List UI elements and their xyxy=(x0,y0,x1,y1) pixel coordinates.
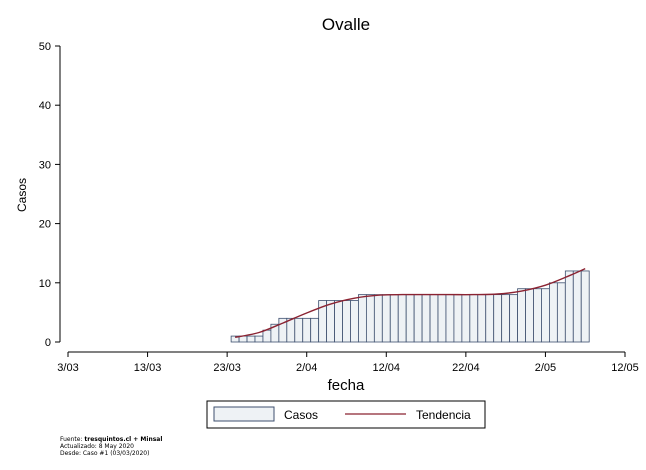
bar xyxy=(326,300,335,343)
chart-title: Ovalle xyxy=(322,15,370,34)
legend-label-tendencia: Tendencia xyxy=(416,408,471,422)
bar xyxy=(381,294,391,343)
x-tick-label: 23/03 xyxy=(213,362,241,374)
x-tick-label: 2/05 xyxy=(535,362,556,374)
bar xyxy=(580,270,590,343)
bar xyxy=(262,329,272,343)
x-tick-label: 2/04 xyxy=(296,362,317,374)
bar xyxy=(572,270,582,343)
bar xyxy=(350,300,359,343)
bar xyxy=(302,317,312,343)
y-tick-label: 50 xyxy=(39,41,51,53)
y-tick-label: 0 xyxy=(45,337,51,349)
y-axis: 0 10 20 30 40 50 xyxy=(39,41,61,349)
bar xyxy=(429,294,439,343)
y-tick-label: 20 xyxy=(39,219,51,231)
bar xyxy=(453,294,463,343)
bar xyxy=(358,294,367,343)
legend-label-casos: Casos xyxy=(284,408,318,422)
bar xyxy=(509,294,518,343)
y-axis-label: Casos xyxy=(15,178,29,212)
bar xyxy=(485,294,495,343)
x-tick-label: 3/03 xyxy=(57,362,78,374)
trend-line xyxy=(234,267,586,338)
bar xyxy=(389,294,399,343)
bar xyxy=(525,288,534,343)
source-note: Fuente: tresquintos.cl + Minsal Actualiz… xyxy=(60,436,162,457)
x-tick-label: 13/03 xyxy=(134,362,162,374)
x-tick-label: 12/05 xyxy=(611,362,639,374)
updated-note: Actualizado: 8 May 2020 xyxy=(60,443,135,450)
bar xyxy=(254,335,264,343)
bar xyxy=(517,288,526,343)
bar xyxy=(397,294,407,343)
bar xyxy=(493,294,503,343)
bar xyxy=(541,288,550,343)
y-tick-label: 30 xyxy=(39,159,51,171)
bar xyxy=(477,294,487,343)
bar xyxy=(294,317,304,343)
bar xyxy=(461,294,471,343)
legend-swatch-casos xyxy=(213,406,275,422)
source-name: tresquintos.cl + Minsal xyxy=(84,436,163,443)
bar xyxy=(501,294,511,343)
bar xyxy=(365,294,375,343)
bar xyxy=(564,270,574,343)
bar xyxy=(533,288,542,343)
x-axis-label: fecha xyxy=(328,377,365,394)
bar xyxy=(334,300,343,343)
trend-line-path xyxy=(234,267,586,338)
bar xyxy=(246,335,256,343)
bar xyxy=(373,294,383,343)
bars xyxy=(230,270,590,343)
since-note: Desde: Caso #1 (03/03/2020) xyxy=(60,450,150,457)
bar xyxy=(342,300,351,343)
bar xyxy=(405,294,415,343)
bar xyxy=(469,294,479,343)
bar xyxy=(413,294,423,343)
bar xyxy=(310,317,320,343)
x-tick-label: 12/04 xyxy=(373,362,401,374)
bar xyxy=(421,294,431,343)
y-tick-label: 40 xyxy=(39,100,51,112)
x-axis: 3/03 13/03 23/03 2/04 12/04 22/04 2/05 12/05 xyxy=(57,351,639,374)
bar xyxy=(556,282,566,343)
bar xyxy=(286,317,296,343)
legend: Casos Tendencia xyxy=(206,400,486,429)
x-tick-label: 22/04 xyxy=(452,362,480,374)
y-tick-label: 10 xyxy=(39,278,51,290)
bar xyxy=(445,294,455,343)
bar xyxy=(549,282,558,343)
source-label: Fuente: xyxy=(60,436,85,443)
bar xyxy=(437,294,447,343)
